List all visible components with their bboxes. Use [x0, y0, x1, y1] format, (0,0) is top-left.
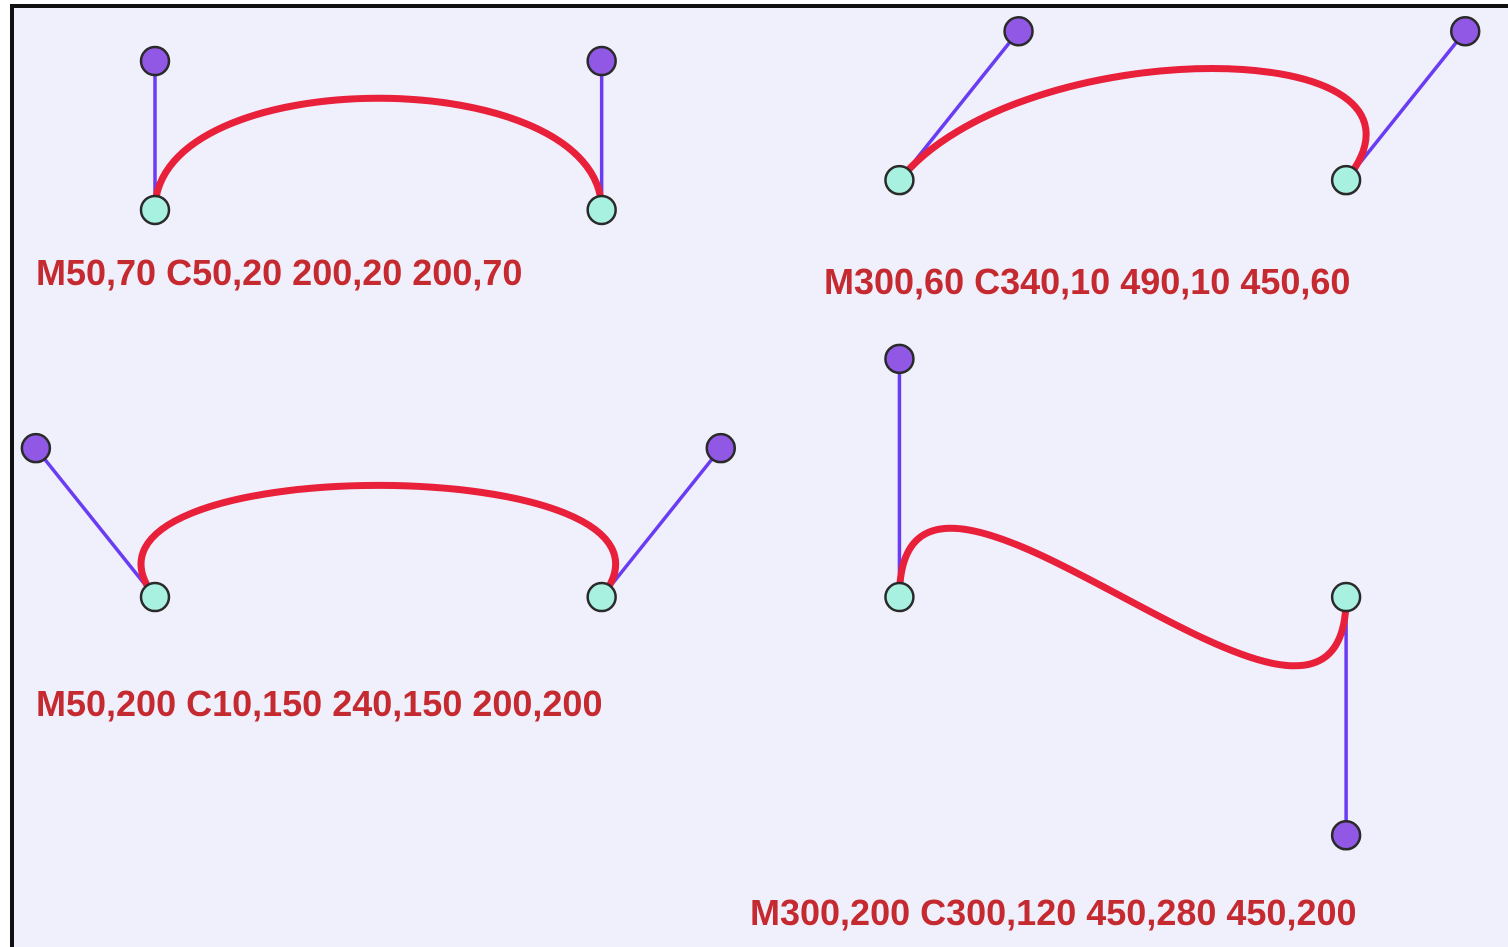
control-point [884, 343, 915, 375]
end-point [139, 581, 171, 613]
control-point [1330, 820, 1362, 851]
path-command-label: M300,60 C340,10 490,10 450,60 [824, 261, 1350, 302]
bezier-curve-2: M300,60 C340,10 490,10 450,60 [824, 16, 1481, 302]
control-point [20, 432, 52, 464]
end-point [884, 581, 915, 613]
control-point [1449, 16, 1481, 47]
control-point [705, 432, 737, 464]
end-point [1330, 581, 1362, 613]
diagram-panel [10, 4, 1508, 947]
control-point [1003, 16, 1034, 47]
control-handle-line [600, 447, 723, 599]
path-command-label: M50,200 C10,150 240,150 200,200 [36, 683, 602, 724]
control-point [139, 45, 171, 77]
control-handle-line [1344, 30, 1467, 182]
control-handle-line [34, 447, 157, 599]
bezier-curve-3: M50,200 C10,150 240,150 200,200 [20, 432, 737, 724]
end-point [1330, 164, 1362, 196]
bezier-path [137, 481, 619, 601]
bezier-path [895, 65, 1370, 184]
bezier-curve-4: M300,200 C300,120 450,280 450,200 [750, 343, 1362, 933]
end-point [586, 581, 617, 613]
end-point [586, 194, 617, 226]
path-command-label: M50,70 C50,20 200,20 200,70 [36, 252, 522, 293]
bezier-curve-1: M50,70 C50,20 200,20 200,70 [36, 45, 617, 293]
end-point [884, 164, 915, 196]
path-command-label: M300,200 C300,120 450,280 450,200 [750, 892, 1357, 933]
bezier-path [151, 94, 606, 214]
end-point [139, 194, 171, 226]
bezier-path [895, 524, 1350, 670]
control-point [586, 45, 617, 77]
